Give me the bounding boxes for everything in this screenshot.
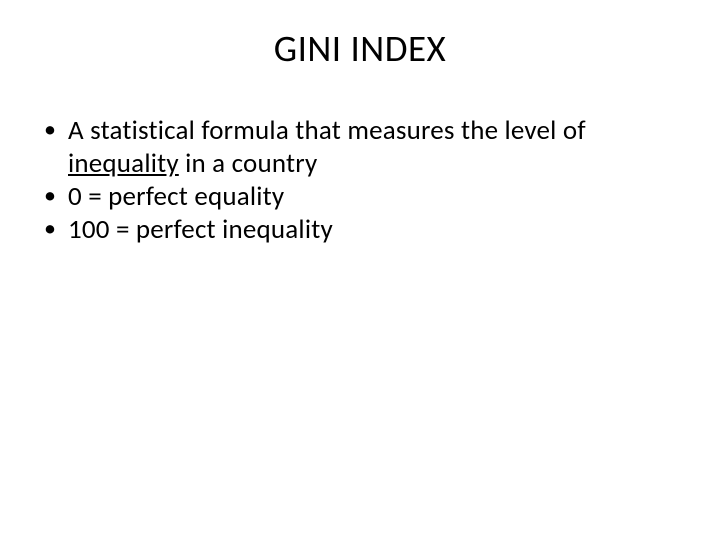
slide-title: GINI INDEX [30,26,690,71]
bullet-item: 0 = perfect equality [38,181,690,214]
bullet-list: A statistical formula that measures the … [30,115,690,247]
bullet-text-pre: 100 = perfect inequality [68,213,333,246]
slide: GINI INDEX A statistical formula that me… [0,0,720,540]
bullet-text-pre: A statistical formula that measures the … [68,114,586,147]
bullet-item: A statistical formula that measures the … [38,115,690,181]
bullet-text-post: in a country [179,147,318,180]
bullet-text-pre: 0 = perfect equality [68,180,284,213]
bullet-text-underlined: inequality [68,147,179,180]
bullet-item: 100 = perfect inequality [38,214,690,247]
